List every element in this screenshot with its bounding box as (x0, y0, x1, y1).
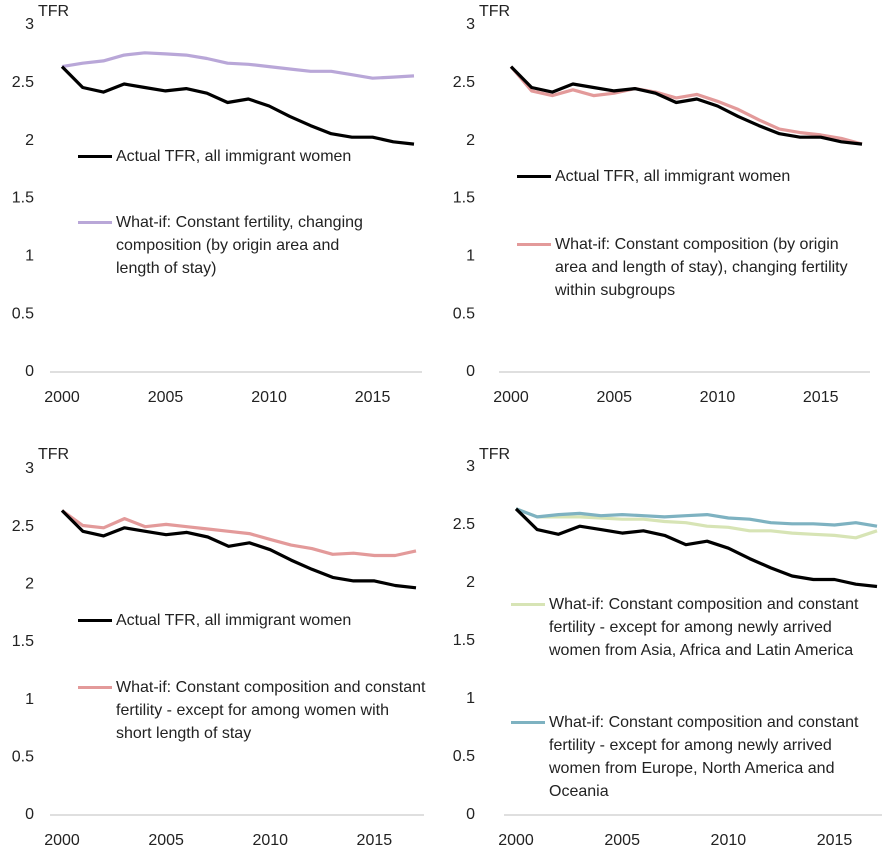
chart-panel: TFR 0 0.5 1 1.5 2 2.5 3 2000 2005 2010 2015 What-if:… (441, 443, 882, 855)
y-tick-label: 3 (25, 460, 34, 477)
legend-entry: Actual TFR, all immigrant women (517, 165, 883, 188)
y-tick-label: 1.5 (12, 633, 34, 650)
y-tick-label: 1 (25, 248, 34, 265)
x-tick-label: 2015 (355, 389, 391, 406)
legend-swatch (511, 721, 545, 724)
legend-swatch (78, 619, 112, 622)
x-tick-label: 2005 (148, 832, 184, 849)
legend-label: What-if: Constant composition and consta… (116, 679, 426, 742)
y-tick-label: 0 (25, 363, 34, 380)
line-series (60, 65, 415, 146)
legend-label: What-if: Constant composition and consta… (549, 714, 859, 800)
legend-entry: What-if: Constant composition and consta… (511, 711, 869, 803)
x-tick-label: 2010 (251, 389, 287, 406)
x-tick-label: 2015 (817, 832, 853, 849)
y-axis-label: TFR (38, 446, 69, 463)
y-tick-label: 2.5 (453, 74, 475, 91)
legend-entry: Actual TFR, all immigrant women (78, 145, 361, 168)
line-series (515, 507, 878, 528)
legend-entry: What-if: Constant composition (by origin… (517, 233, 875, 302)
legend-label: What-if: Constant composition and consta… (549, 596, 859, 659)
x-tick-label: 2005 (596, 389, 632, 406)
x-tick-label: 2005 (604, 832, 640, 849)
line-series (515, 507, 878, 540)
y-tick-label: 1 (466, 248, 475, 265)
y-tick-label: 0.5 (453, 305, 475, 322)
legend-swatch (517, 175, 551, 178)
legend-label: Actual TFR, all immigrant women (116, 148, 352, 165)
chart: TFR 0 0.5 1 1.5 2 2.5 3 2000 2005 2010 2015 (12, 3, 422, 406)
y-tick-label: 0.5 (12, 749, 34, 766)
y-tick-label: 2 (25, 576, 34, 593)
chart: TFR 0 0.5 1 1.5 2 2.5 3 2000 2005 2010 2015 (453, 3, 870, 406)
legend-entry: Actual TFR, all immigrant women (78, 609, 416, 632)
x-tick-label: 2005 (148, 389, 184, 406)
legend-label: What-if: Constant fertility, changing co… (116, 214, 363, 277)
legend-swatch (511, 603, 545, 606)
line-series (509, 65, 863, 146)
x-tick-label: 2015 (803, 389, 839, 406)
line-series (61, 509, 417, 558)
chart-panel: TFR 0 0.5 1 1.5 2 2.5 3 2000 2005 2010 2015 Actual T… (0, 0, 441, 427)
y-tick-label: 1.5 (12, 190, 34, 207)
y-axis-label: TFR (479, 446, 510, 463)
chart: TFR 0 0.5 1 1.5 2 2.5 3 2000 2005 2010 2015 (12, 446, 424, 849)
x-tick-label: 2010 (711, 832, 747, 849)
legend-swatch (78, 221, 112, 224)
legend-entry: What-if: Constant fertility, changing co… (78, 211, 386, 280)
y-axis-label: TFR (479, 3, 510, 20)
y-tick-label: 0 (25, 806, 34, 823)
y-tick-label: 0.5 (453, 748, 475, 765)
x-tick-label: 2000 (498, 832, 534, 849)
y-tick-label: 3 (466, 16, 475, 33)
chart-panel: TFR 0 0.5 1 1.5 2 2.5 3 2000 2005 2010 2015 Actual T… (0, 443, 441, 855)
legend-label: Actual TFR, all immigrant women (555, 168, 791, 185)
y-tick-label: 2.5 (12, 518, 34, 535)
y-tick-label: 0 (466, 363, 475, 380)
legend-swatch (517, 243, 551, 246)
chart: TFR 0 0.5 1 1.5 2 2.5 3 2000 2005 2010 2015 (453, 446, 882, 849)
chart-panel: TFR 0 0.5 1 1.5 2 2.5 3 2000 2005 2010 2015 Actual T… (441, 0, 883, 427)
x-tick-label: 2000 (44, 389, 80, 406)
y-tick-label: 1 (25, 691, 34, 708)
y-axis-label: TFR (38, 3, 69, 20)
y-tick-label: 2 (466, 132, 475, 149)
y-tick-label: 1 (466, 690, 475, 707)
legend-entry: What-if: Constant composition and consta… (511, 593, 869, 662)
legend-label: What-if: Constant composition (by origin… (555, 236, 848, 299)
x-tick-label: 2000 (493, 389, 529, 406)
x-tick-label: 2010 (252, 832, 288, 849)
y-tick-label: 1.5 (453, 632, 475, 649)
legend-swatch (78, 686, 112, 689)
line-series (60, 509, 417, 590)
x-tick-label: 2000 (44, 832, 80, 849)
line-series (514, 507, 878, 589)
x-tick-label: 2010 (700, 389, 736, 406)
y-tick-label: 1.5 (453, 190, 475, 207)
y-tick-label: 3 (25, 16, 34, 33)
y-tick-label: 2.5 (12, 74, 34, 91)
x-tick-label: 2015 (357, 832, 393, 849)
y-tick-label: 2.5 (453, 516, 475, 533)
y-tick-label: 0.5 (12, 305, 34, 322)
line-series (509, 65, 863, 146)
y-tick-label: 2 (25, 132, 34, 149)
line-series (61, 51, 415, 80)
legend-entry: What-if: Constant composition and consta… (78, 676, 426, 745)
y-tick-label: 0 (466, 806, 475, 823)
legend-label: Actual TFR, all immigrant women (116, 612, 352, 629)
y-tick-label: 3 (466, 458, 475, 475)
legend-swatch (78, 155, 112, 158)
y-tick-label: 2 (466, 574, 475, 591)
